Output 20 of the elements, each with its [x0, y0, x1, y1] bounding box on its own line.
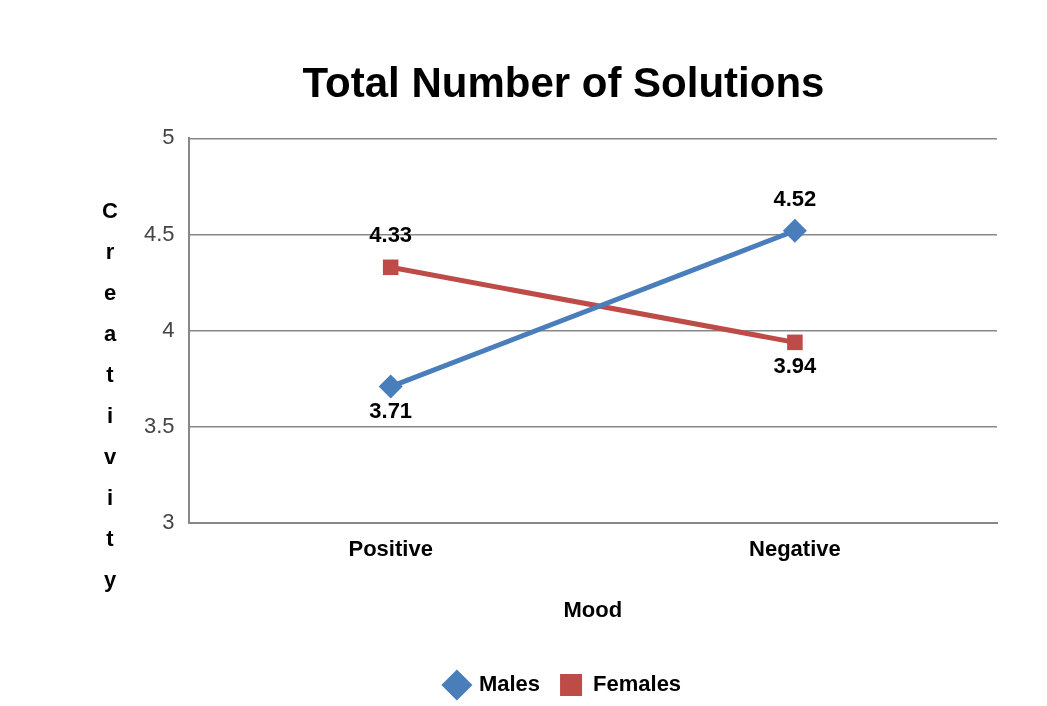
legend-label: Females [593, 671, 682, 697]
y-tick-label: 4 [162, 316, 175, 342]
point [378, 374, 403, 399]
data-label: 4.52 [773, 185, 817, 211]
point [787, 334, 803, 351]
legend-label: Males [478, 671, 541, 697]
point [782, 218, 807, 243]
x-tick-label: Negative [749, 536, 841, 562]
text: Creativity [102, 198, 118, 592]
x-tick-label: Positive [348, 536, 433, 562]
y-tick-label: 3.5 [143, 413, 175, 439]
data-label: 3.94 [773, 353, 818, 379]
chart-title: Total Number of Solutions [302, 58, 825, 106]
y-tick-label: 5 [162, 124, 175, 150]
y-tick-label: 4.5 [143, 220, 175, 246]
data-label: 3.71 [369, 397, 413, 423]
point [382, 259, 399, 276]
y-tick-label: 3 [162, 509, 175, 535]
data-label: 4.33 [369, 222, 413, 248]
x-axis-title: Mood [563, 596, 623, 622]
